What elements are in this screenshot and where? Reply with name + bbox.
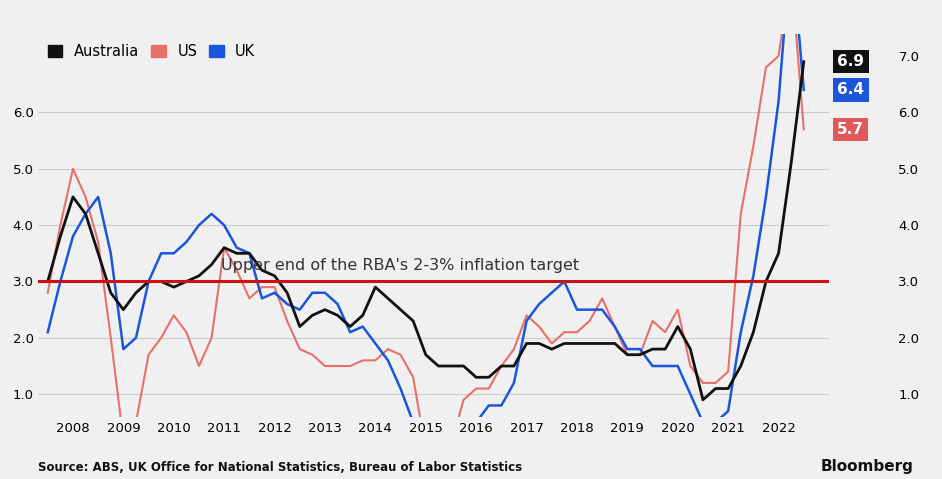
Text: Source: ABS, UK Office for National Statistics, Bureau of Labor Statistics: Source: ABS, UK Office for National Stat… (38, 461, 522, 474)
Text: 5.7: 5.7 (837, 122, 864, 137)
Text: Bloomberg: Bloomberg (820, 459, 914, 474)
Text: 6.4: 6.4 (837, 82, 865, 97)
Text: 6.9: 6.9 (837, 54, 865, 69)
Text: Upper end of the RBA's 2-3% inflation target: Upper end of the RBA's 2-3% inflation ta… (221, 258, 579, 273)
Legend: Australia, US, UK: Australia, US, UK (45, 41, 258, 62)
